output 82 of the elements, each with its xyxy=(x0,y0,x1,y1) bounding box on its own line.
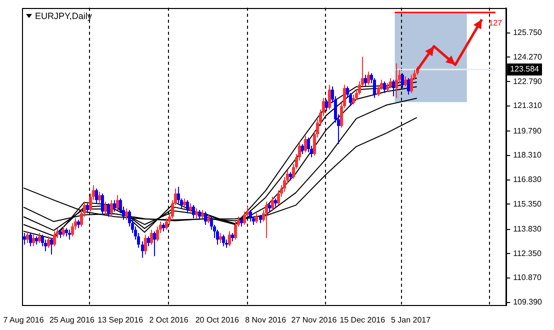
candlestick xyxy=(204,211,207,226)
candlestick xyxy=(29,232,32,247)
candlestick xyxy=(383,80,386,94)
x-tick-label: 25 Aug 2016 xyxy=(49,315,95,324)
x-tick-label: 20 Oct 2016 xyxy=(195,315,240,324)
chart-title: EURJPY,Daily xyxy=(35,10,92,21)
x-tick-label: 2 Oct 2016 xyxy=(149,315,189,324)
x-tick-label: 13 Sep 2016 xyxy=(98,315,144,324)
candlestick xyxy=(153,230,156,257)
candlestick xyxy=(410,74,413,94)
candlestick xyxy=(216,229,219,246)
candlestick xyxy=(195,208,198,219)
candlestick xyxy=(53,230,56,247)
candlestick xyxy=(26,230,29,244)
candlestick xyxy=(219,232,222,244)
candlestick xyxy=(249,209,252,222)
candlestick xyxy=(222,234,225,247)
candlestick xyxy=(62,226,65,237)
candlestick xyxy=(113,200,116,212)
y-tick-label: 116.830 xyxy=(513,175,542,184)
y-tick-label: 121.310 xyxy=(513,101,543,110)
candlestick xyxy=(389,78,392,89)
candlestick xyxy=(401,72,404,89)
candlestick xyxy=(186,200,189,214)
y-tick-label: 122.790 xyxy=(513,76,543,86)
candlestick xyxy=(41,234,44,247)
candlestick xyxy=(377,84,380,97)
candlestick xyxy=(98,191,101,204)
x-tick-label: 15 Dec 2016 xyxy=(340,315,386,324)
candlestick xyxy=(101,193,104,216)
x-tick-label: 27 Nov 2016 xyxy=(291,315,338,324)
y-tick-label: 109.390 xyxy=(513,298,543,307)
candlestick xyxy=(47,236,50,248)
y-tick-label: 118.310 xyxy=(513,150,542,160)
candlestick xyxy=(50,237,53,255)
candlestick xyxy=(104,201,107,216)
x-tick-label: 7 Aug 2016 xyxy=(3,315,44,324)
candlestick xyxy=(125,208,128,220)
candlestick xyxy=(147,236,150,247)
y-tick-label: 124.270 xyxy=(513,52,543,62)
candlestick xyxy=(107,202,110,218)
candlestick xyxy=(32,234,35,247)
candlestick xyxy=(156,226,159,242)
ref-line-label: 123.584 xyxy=(510,64,540,74)
candlestick xyxy=(255,212,258,224)
candlestick xyxy=(68,229,71,240)
y-tick-label: 112.350 xyxy=(513,248,542,258)
candlestick xyxy=(271,196,274,210)
candlestick xyxy=(116,194,119,210)
candlestick xyxy=(392,79,395,97)
candlestick xyxy=(165,218,168,230)
candlestick xyxy=(38,232,41,244)
candlestick xyxy=(301,144,304,154)
candlestick xyxy=(144,234,147,255)
candlestick xyxy=(325,99,328,112)
candlestick xyxy=(150,229,153,246)
candlestick xyxy=(364,74,367,87)
candlestick xyxy=(328,84,331,110)
y-tick-label: 110.870 xyxy=(513,273,542,282)
candlestick xyxy=(407,78,410,96)
x-tick-label: 5 Jan 2017 xyxy=(390,315,432,324)
y-tick-label: 125.750 xyxy=(513,28,543,38)
candlestick xyxy=(367,71,370,86)
y-tick-label: 113.830 xyxy=(513,224,542,234)
candlestick xyxy=(395,62,398,98)
candlestick xyxy=(192,204,195,219)
candlestick xyxy=(86,202,89,214)
x-tick-label: 8 Nov 2016 xyxy=(245,315,287,324)
candlestick xyxy=(404,76,407,87)
ref-line-label: 127 xyxy=(488,18,503,28)
y-tick-label: 115.350 xyxy=(513,199,542,208)
candlestick xyxy=(304,135,307,153)
candlestick xyxy=(265,201,268,238)
candlestick xyxy=(228,230,231,247)
candlestick xyxy=(277,190,280,206)
candlestick xyxy=(110,200,113,218)
candlestick xyxy=(198,209,201,220)
candlestick xyxy=(23,232,26,246)
y-tick-label: 119.790 xyxy=(513,126,542,136)
candlestick xyxy=(183,198,186,209)
candlestick xyxy=(95,188,98,204)
candlestick xyxy=(141,240,144,258)
